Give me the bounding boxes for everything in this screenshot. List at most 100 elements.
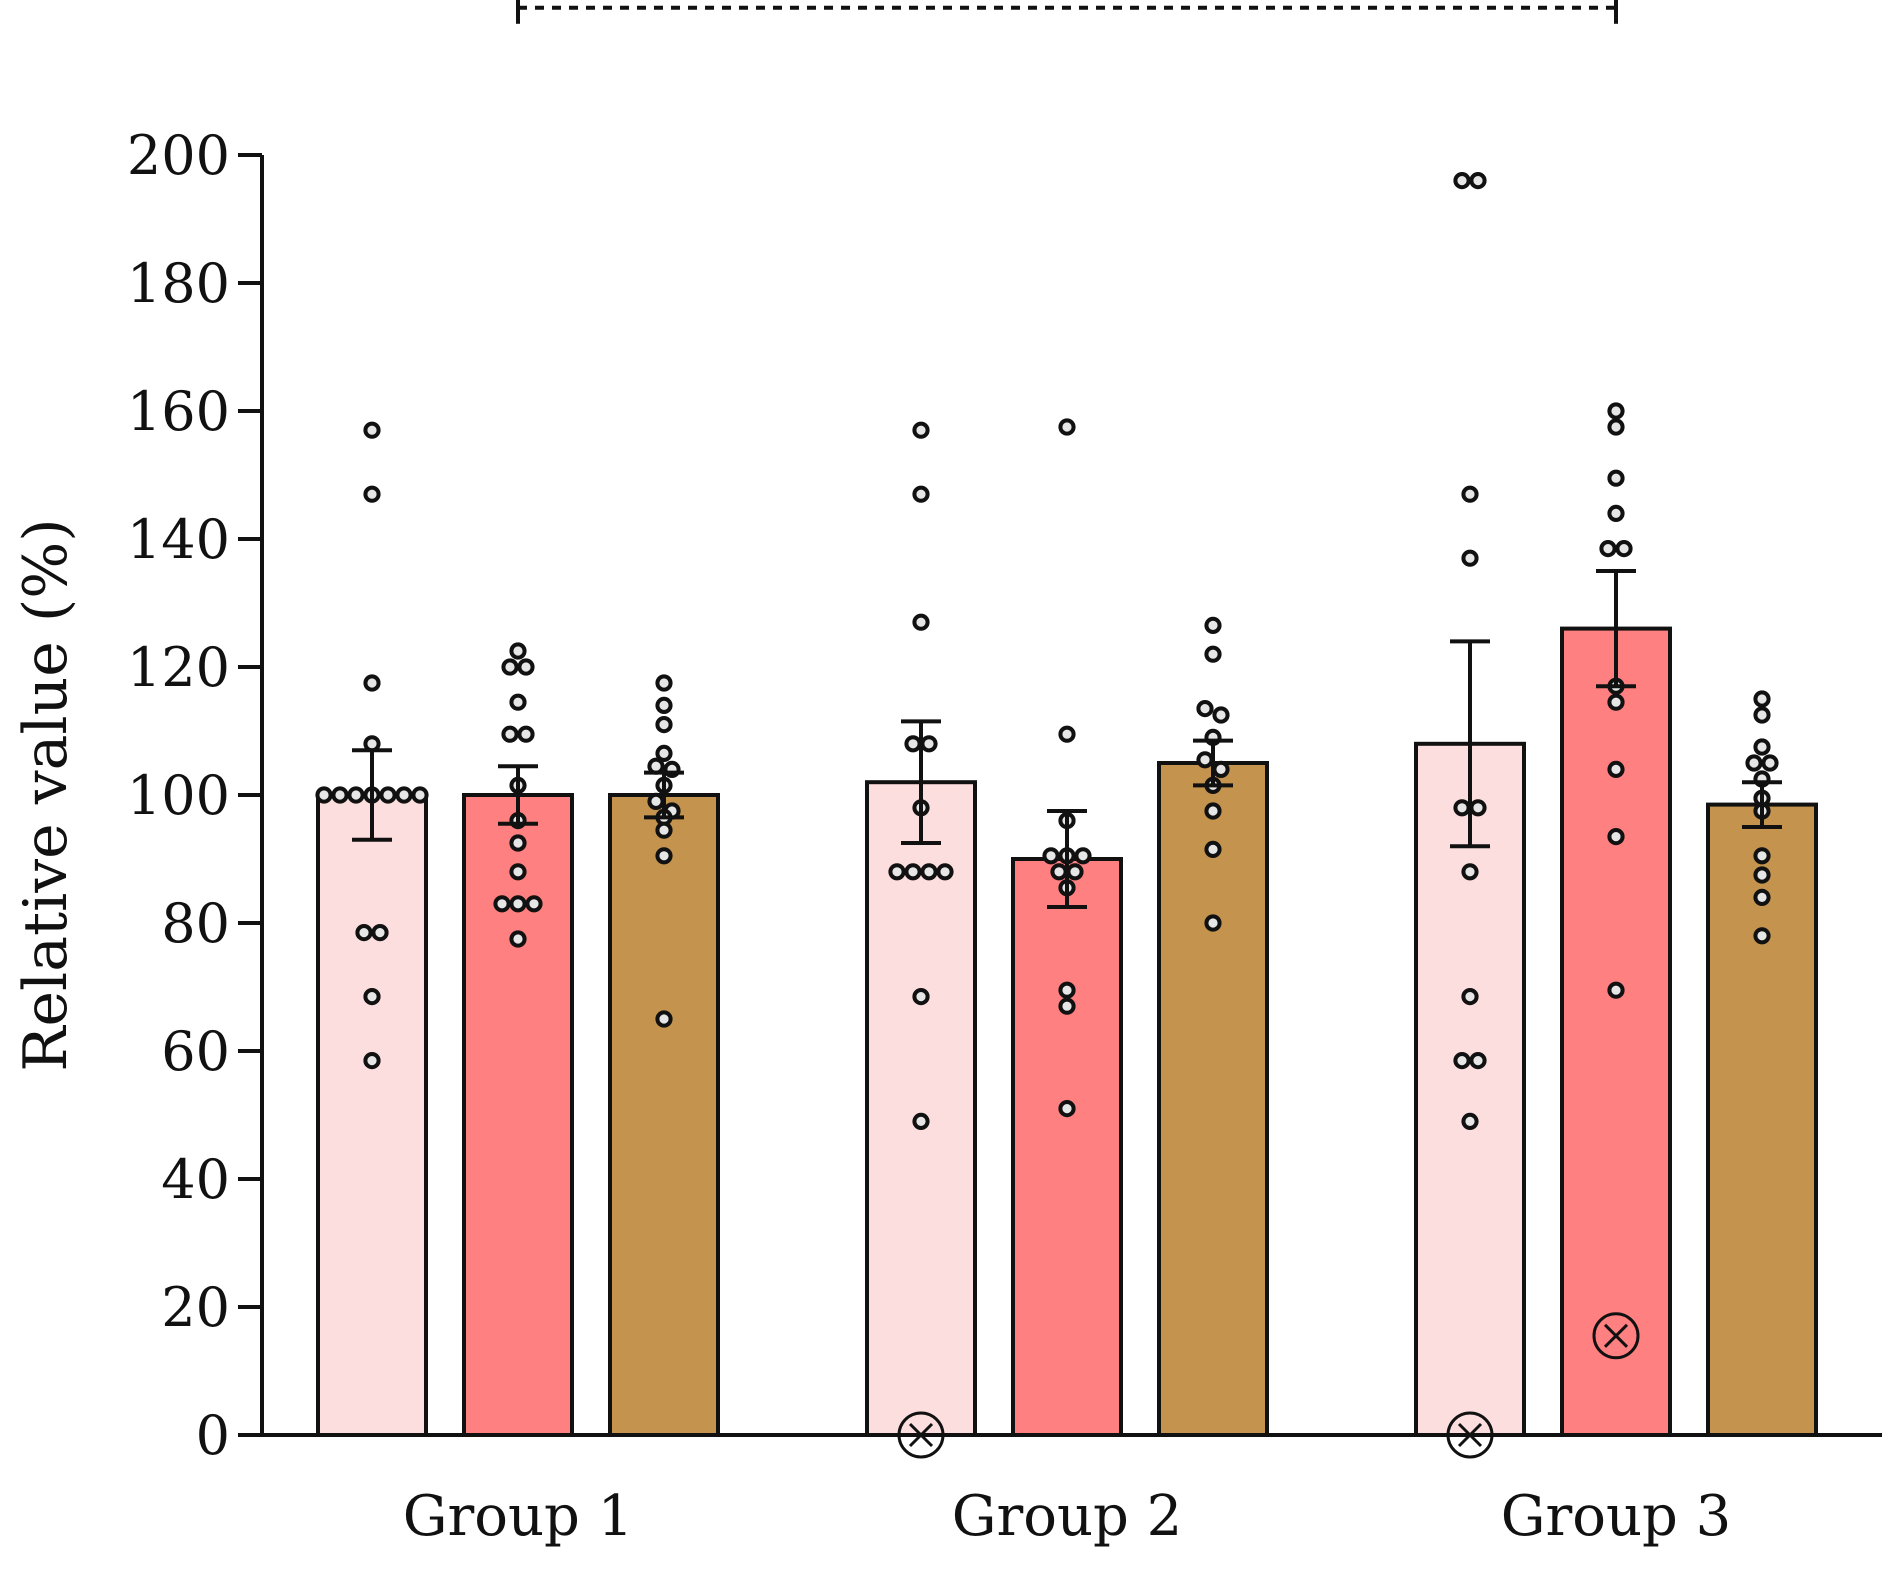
y-tick-label: 0 [196,1404,230,1467]
data-point [1599,540,1617,558]
data-point [1753,866,1771,884]
data-point [1753,927,1771,945]
data-point [655,744,673,763]
data-point [509,895,527,913]
data-point [920,735,938,753]
y-tick-label: 180 [127,252,230,315]
data-point [1761,754,1779,772]
y-tick-label: 140 [127,508,230,571]
bar [1157,761,1269,1437]
data-point [1204,616,1222,635]
data-point [1461,485,1479,503]
labels-layer: Relative value (%) 0 20 40 60 80 100 120 140 160… [11,124,1731,1549]
bar [1706,802,1818,1437]
data-point [525,895,543,913]
data-point [1607,504,1625,523]
data-point [1050,863,1068,881]
data-point [1196,751,1214,769]
data-point [363,1052,381,1070]
y-tick-label: 40 [161,1148,230,1211]
excluded-point-circle [1446,1411,1494,1459]
data-point [395,786,413,804]
excluded-point-circle [1592,1312,1640,1360]
data-point [1607,469,1625,487]
data-point [1058,981,1076,999]
data-point [904,863,922,881]
bar [462,793,574,1437]
data-point [1469,172,1487,190]
data-point [655,1010,673,1028]
data-point [1212,760,1230,779]
data-point [509,834,527,852]
y-tick-label: 200 [127,124,230,187]
bar [1011,857,1123,1437]
data-point [1058,725,1076,743]
excluded-point [1592,1312,1640,1360]
y-tick-label: 160 [127,380,230,443]
x-category-label: Group 2 [952,1484,1183,1549]
data-point [363,674,381,692]
data-point [1461,1112,1479,1131]
data-point [655,696,673,715]
data-point [1745,754,1763,772]
excluded-point [1446,1411,1494,1459]
data-point [1058,997,1076,1015]
data-point [1607,402,1625,420]
data-point [411,786,429,804]
data-point [655,847,673,865]
excluded-point-cross [1603,1323,1629,1348]
data-point [1058,418,1076,436]
data-point [647,792,665,811]
data-point [493,895,511,913]
data-point [1196,700,1214,718]
x-category-label: Group 1 [403,1484,634,1549]
bar [316,793,428,1437]
data-point [904,735,922,753]
data-point [1453,172,1471,190]
data-point [1212,706,1230,724]
data-point [912,613,930,631]
data-point [1461,988,1479,1006]
data-point [912,1112,930,1131]
data-point [347,786,365,804]
data-point [1469,1052,1487,1070]
data-point [501,658,519,676]
data-point [655,716,673,734]
points-layer [315,172,1779,1459]
data-point [655,821,673,839]
data-point [1607,418,1625,436]
bar [608,793,720,1437]
data-point [912,421,930,439]
y-tick-label: 100 [127,764,230,827]
data-point [1753,690,1771,708]
significance-layer: * [516,0,1618,24]
data-point [912,485,930,503]
y-tick-label: 120 [127,636,230,699]
y-tick-label: 80 [161,892,230,955]
data-point [363,421,381,439]
data-point [1753,888,1771,907]
data-point [1607,693,1625,711]
data-point [517,658,535,676]
excluded-point-circle [897,1411,945,1459]
data-point [331,786,349,804]
bars-layer [316,626,1818,1437]
data-point [1074,847,1092,865]
data-point [1607,828,1625,846]
data-point [1204,914,1222,932]
significance-label: * [1048,0,1086,13]
data-point [1753,738,1771,756]
x-category-label: Group 3 [1501,1484,1732,1549]
data-point [363,988,381,1006]
data-point [936,863,954,881]
data-point [1204,645,1222,663]
data-point [371,924,389,942]
data-point [1461,549,1479,567]
data-point [1615,540,1633,558]
y-tick-label: 60 [161,1020,230,1083]
data-point [1461,863,1479,881]
data-point [509,693,527,711]
data-point [379,786,397,804]
data-point [517,725,535,743]
